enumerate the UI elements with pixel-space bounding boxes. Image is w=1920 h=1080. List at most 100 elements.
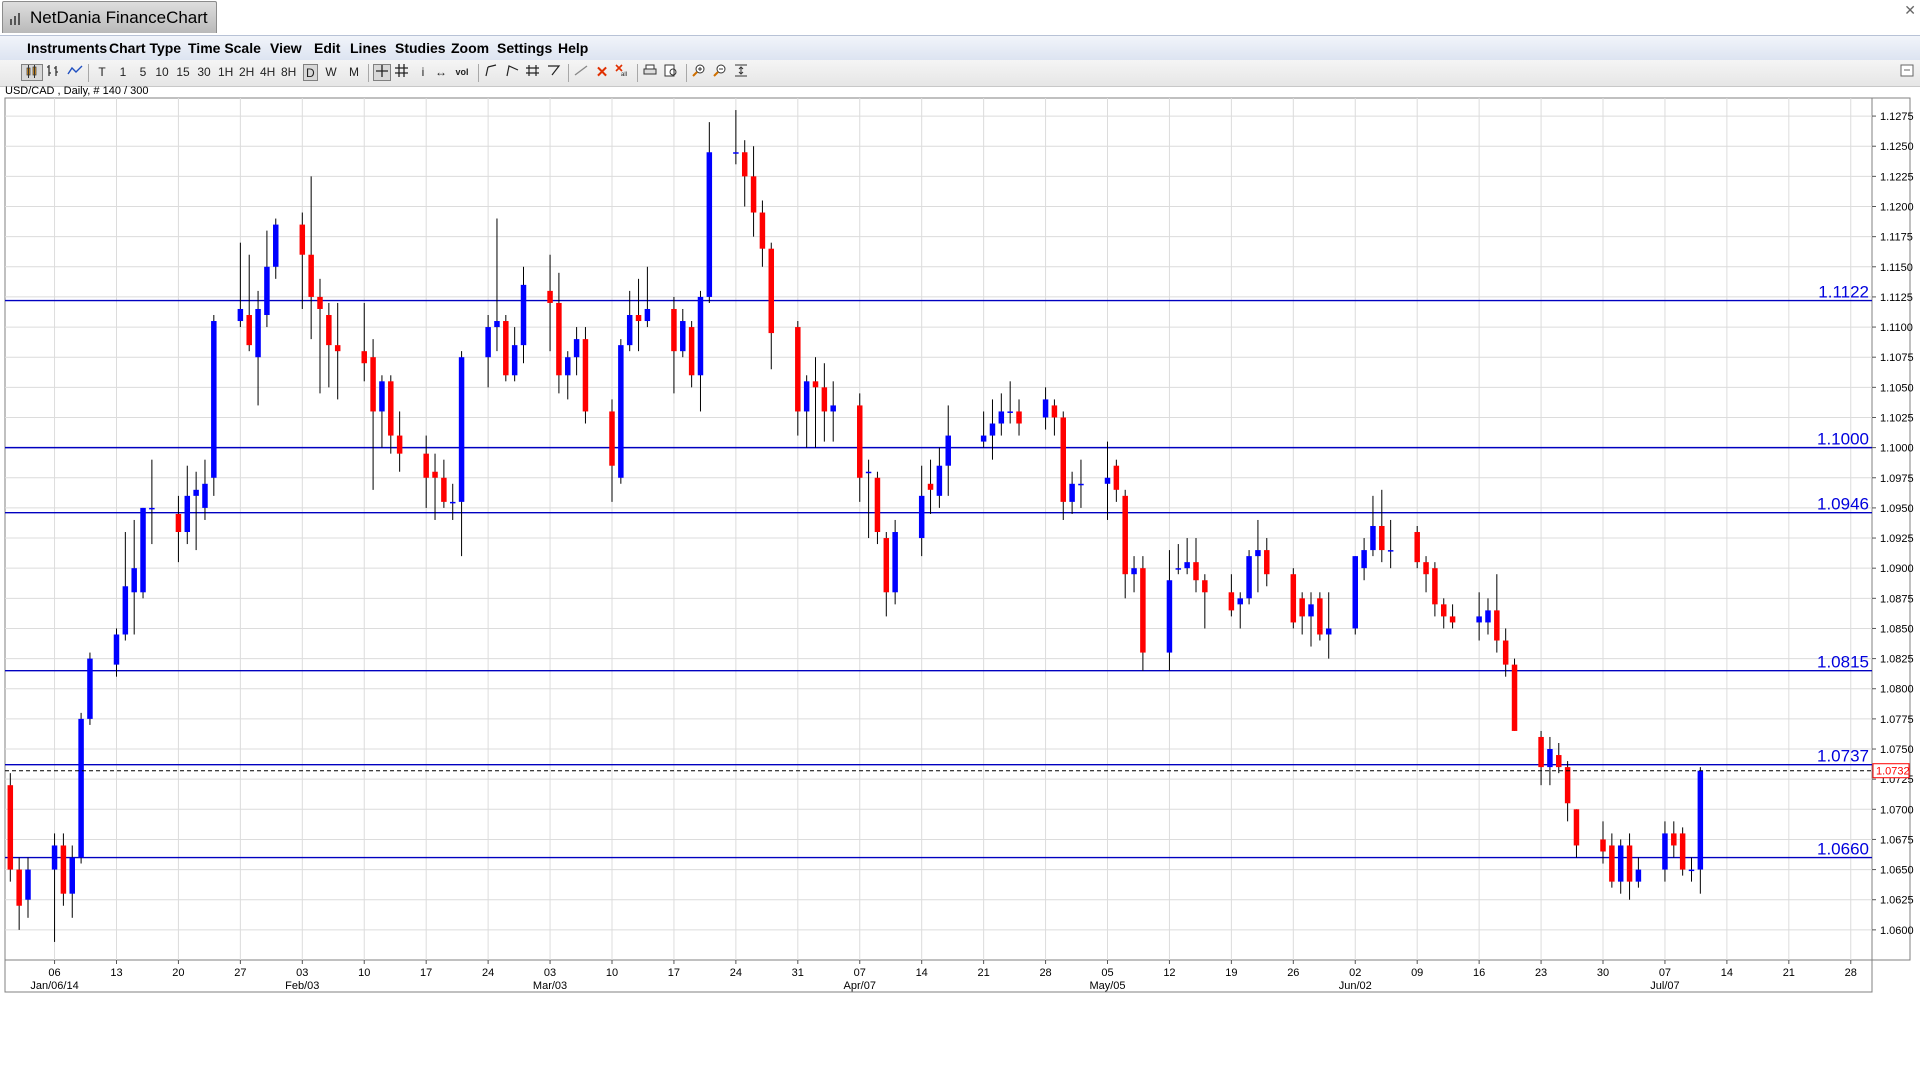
candle-down (1193, 562, 1199, 581)
arrow-icon[interactable] (547, 64, 561, 81)
candle-up (706, 152, 713, 297)
candle-down (1317, 598, 1323, 635)
candle-up (379, 381, 385, 412)
scale-daily[interactable]: D (303, 64, 318, 81)
candle-down (60, 845, 67, 894)
x-tick-sublabel: Apr/07 (844, 980, 876, 992)
x-tick-sublabel: Feb/03 (285, 980, 319, 992)
candle-up (1255, 550, 1261, 557)
y-tick-label: 1.1275 (1880, 111, 1914, 123)
trendline-icon[interactable] (484, 64, 498, 81)
candle-up (803, 381, 810, 412)
candle-up (113, 634, 120, 665)
candle-up (140, 507, 146, 593)
candle-down (547, 290, 553, 303)
scale-15min[interactable]: 15 (176, 65, 190, 79)
candle-up (1476, 616, 1482, 623)
draw-line-icon[interactable] (574, 64, 588, 81)
pitchfork-icon[interactable] (526, 64, 540, 81)
close-icon[interactable]: ✕ (1904, 2, 1916, 18)
candlestick-icon[interactable] (21, 64, 43, 81)
print-preview-icon[interactable] (664, 64, 678, 81)
delete-all-icon[interactable]: all (615, 64, 629, 81)
scale-30min[interactable]: 30 (197, 65, 211, 79)
info-icon[interactable]: i (421, 65, 425, 79)
x-tick-label: 24 (482, 967, 494, 979)
candle-up (1387, 550, 1394, 552)
scale-4h[interactable]: 4H (260, 65, 276, 79)
panel-toggle-icon[interactable] (1900, 64, 1914, 81)
scale-tick[interactable]: T (98, 65, 106, 79)
candle-up (618, 345, 624, 478)
toolbar-separator (568, 64, 569, 82)
candle-down (299, 224, 306, 255)
volume-icon[interactable]: vol (455, 67, 469, 77)
candle-up (865, 471, 872, 474)
candle-down (750, 176, 757, 213)
y-tick-label: 1.0825 (1880, 654, 1914, 666)
level-label: 1.0815 (1817, 653, 1869, 672)
candle-down (16, 869, 22, 906)
candle-down (317, 296, 323, 309)
y-tick-label: 1.0950 (1880, 503, 1914, 515)
candle-down (1573, 809, 1580, 846)
scale-1min[interactable]: 1 (119, 65, 127, 79)
scale-monthly[interactable]: M (349, 65, 359, 79)
y-tick-label: 1.1050 (1880, 382, 1914, 394)
candle-down (7, 785, 14, 870)
zoom-out-icon[interactable] (713, 64, 727, 81)
fib-icon[interactable] (505, 64, 519, 81)
menu-zoom[interactable]: Zoom (451, 40, 490, 56)
line-chart-icon[interactable] (67, 64, 83, 81)
menu-time-scale[interactable]: Time Scale (188, 40, 261, 56)
toolbar-separator (686, 64, 687, 82)
pan-icon[interactable]: ↔ (435, 65, 447, 79)
bar-chart-icon[interactable] (46, 64, 60, 81)
candle-down (423, 453, 429, 478)
level-label: 1.0946 (1817, 495, 1869, 514)
candle-up (1078, 483, 1084, 486)
menu-edit[interactable]: Edit (314, 40, 341, 56)
menu-help[interactable]: Help (558, 40, 589, 56)
scale-5min[interactable]: 5 (139, 65, 147, 79)
candle-up (1237, 598, 1243, 605)
menu-settings[interactable]: Settings (497, 40, 553, 56)
scale-2h[interactable]: 2H (239, 65, 255, 79)
scale-8h[interactable]: 8H (281, 65, 297, 79)
scale-10min[interactable]: 10 (155, 65, 169, 79)
x-tick-label: 10 (606, 967, 618, 979)
zoom-in-icon[interactable] (692, 64, 706, 81)
scale-1h[interactable]: 1H (218, 65, 234, 79)
candle-down (326, 315, 332, 346)
candle-down (741, 152, 748, 177)
candle-up (644, 308, 651, 322)
menu-lines[interactable]: Lines (350, 40, 387, 56)
scale-weekly[interactable]: W (325, 65, 337, 79)
zoom-fit-icon[interactable] (734, 64, 748, 81)
candle-down (361, 351, 367, 364)
crosshair-icon[interactable] (373, 64, 391, 81)
candle-up (892, 532, 898, 593)
candle-up (131, 568, 137, 593)
delete-icon[interactable]: ✕ (595, 64, 609, 81)
grid-icon[interactable] (394, 64, 408, 81)
print-icon[interactable] (643, 64, 657, 81)
x-tick-label: 21 (978, 967, 990, 979)
last-price-box (1872, 763, 1910, 779)
app-tab[interactable]: NetDania FinanceChart (2, 1, 217, 33)
svg-text:all: all (621, 72, 627, 77)
x-tick-label: 19 (1225, 967, 1237, 979)
candle-up (69, 857, 75, 894)
menu-chart-type[interactable]: Chart Type (109, 40, 182, 56)
candle-up (1131, 568, 1137, 575)
menu-studies[interactable]: Studies (395, 40, 446, 56)
y-tick-label: 1.1025 (1880, 412, 1914, 424)
menu-instruments[interactable]: Instruments (27, 40, 108, 56)
menu-view[interactable]: View (270, 40, 302, 56)
toolbar-separator (637, 64, 638, 82)
x-tick-label: 14 (916, 967, 928, 979)
candle-up (1662, 833, 1668, 870)
candle-up (1547, 749, 1553, 768)
candle-up (520, 284, 527, 346)
